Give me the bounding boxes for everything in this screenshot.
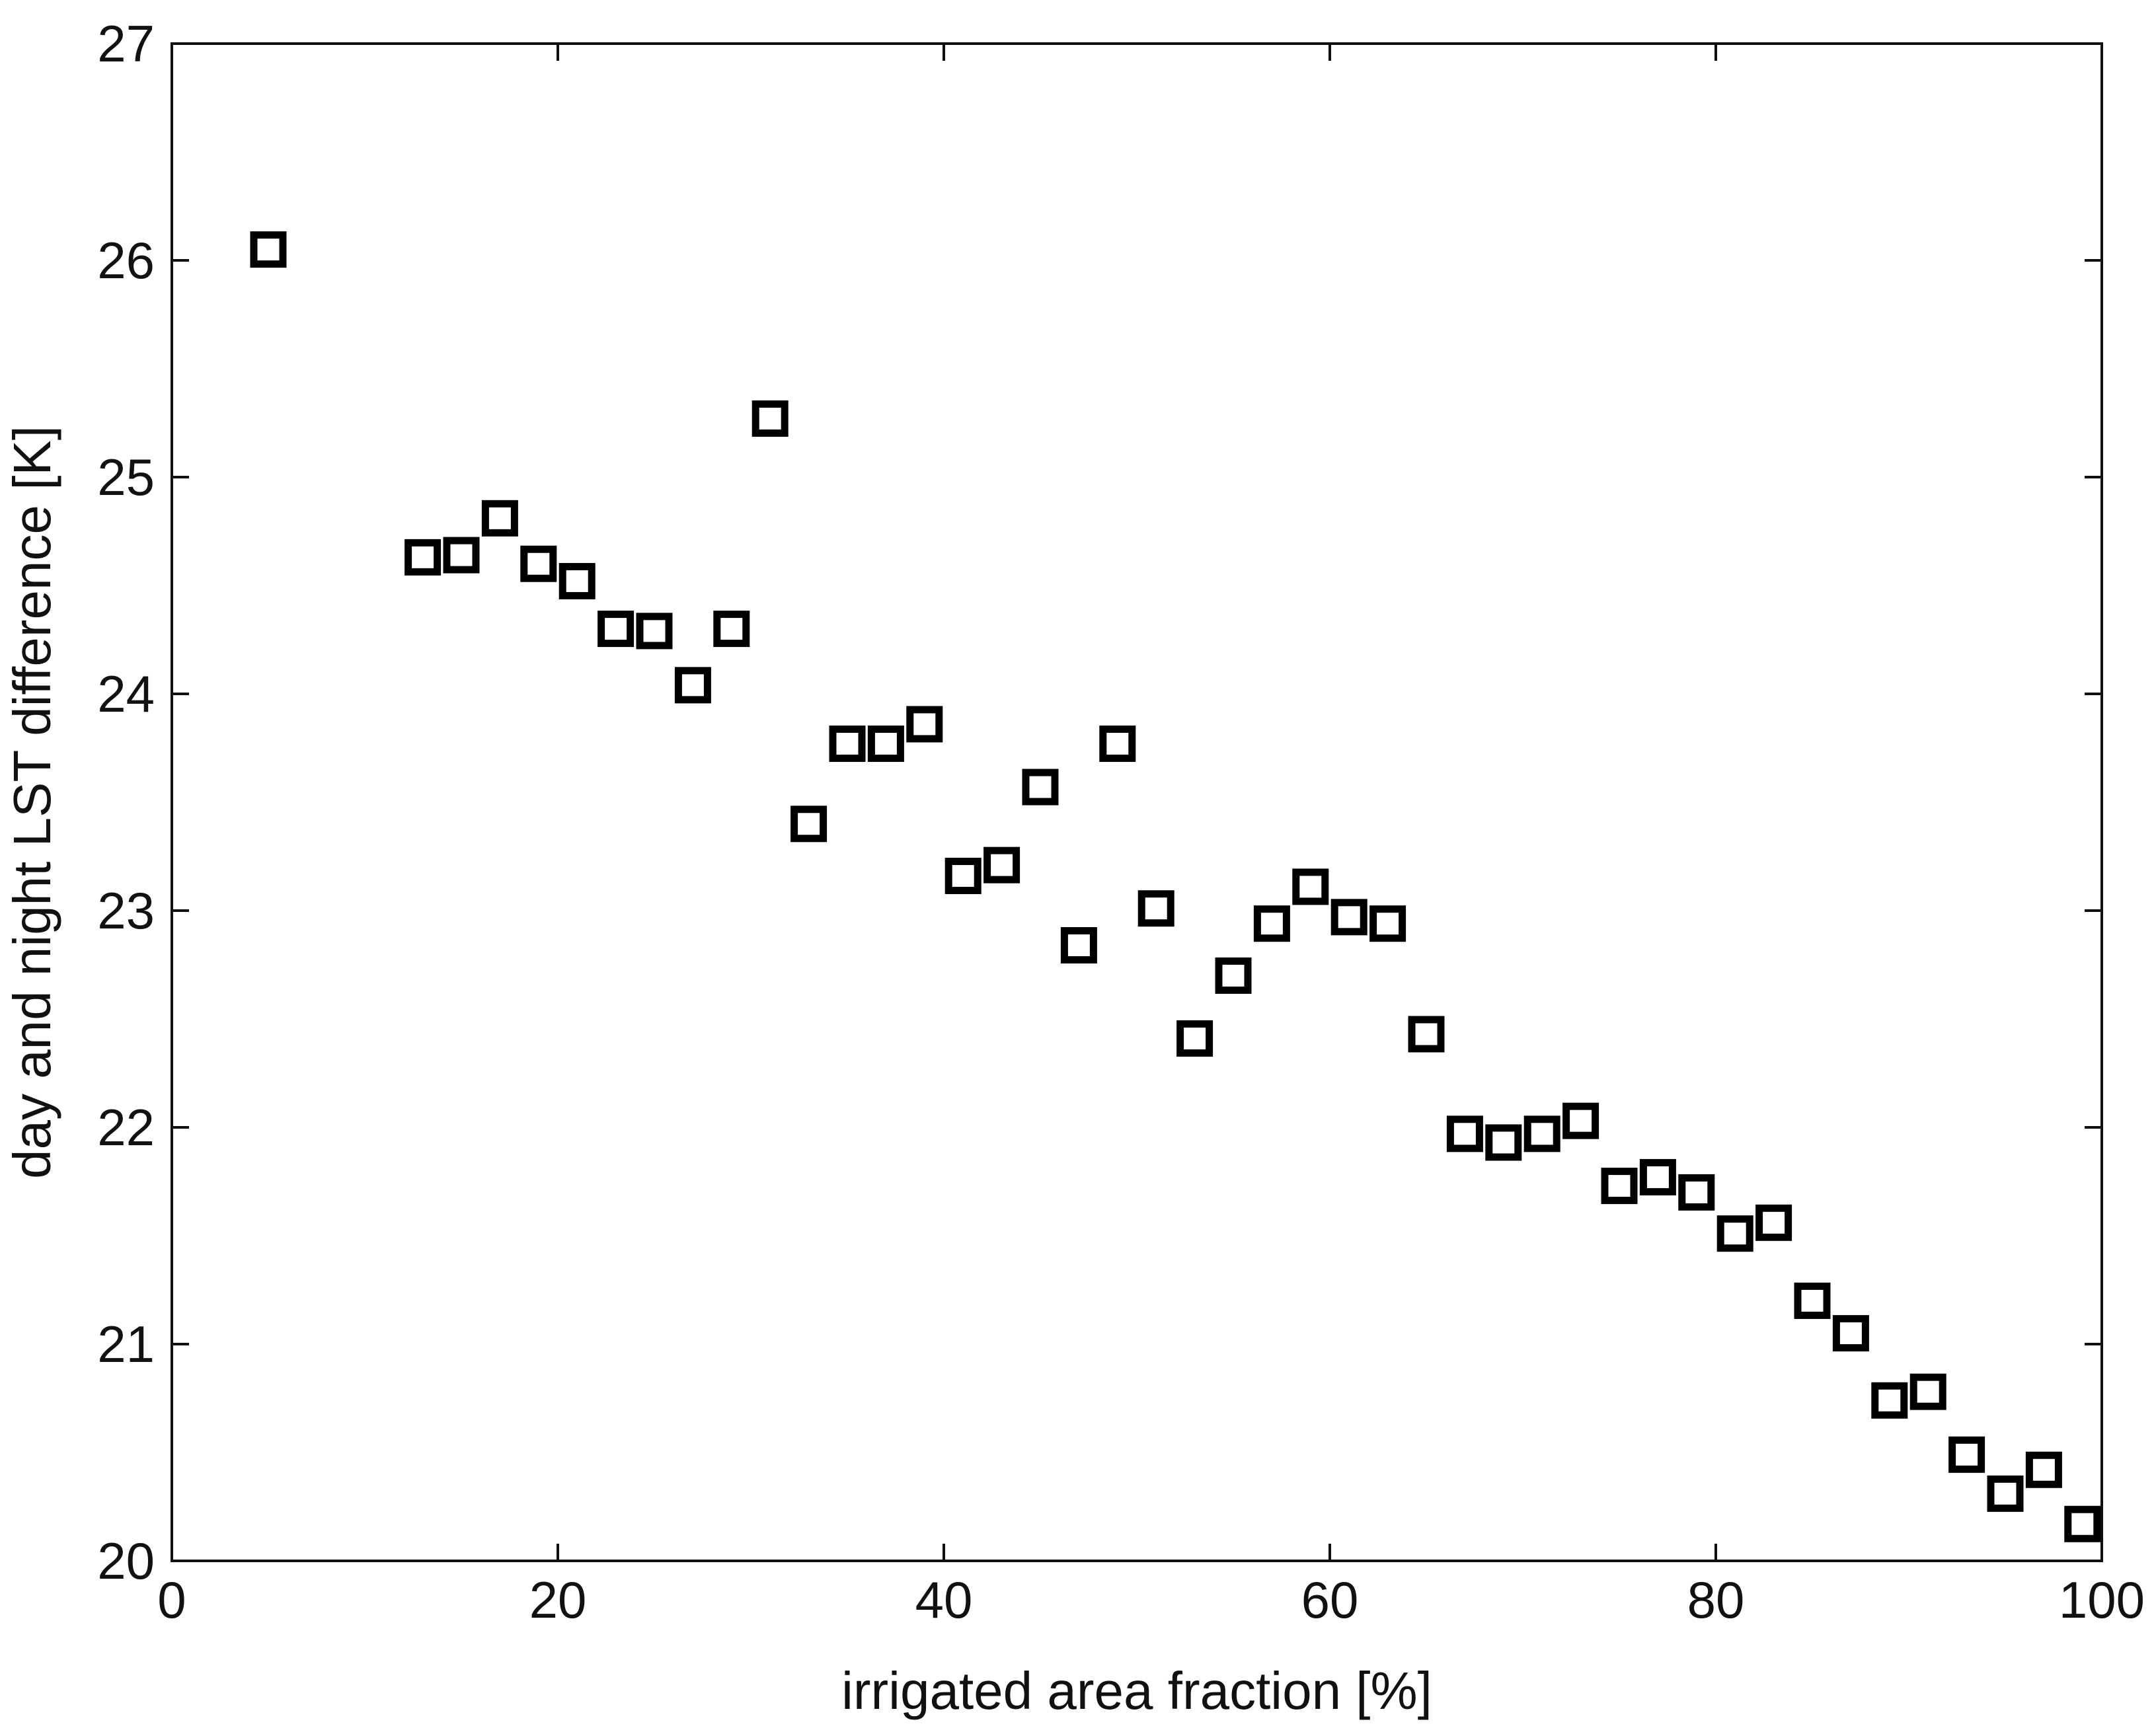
data-point bbox=[1871, 1382, 1908, 1419]
x-tick-label: 100 bbox=[2059, 1571, 2145, 1629]
data-point bbox=[1330, 899, 1367, 936]
data-point bbox=[1022, 769, 1059, 806]
data-point bbox=[558, 562, 596, 599]
data-point bbox=[1639, 1158, 1676, 1195]
data-points bbox=[250, 231, 2101, 1542]
data-point bbox=[1369, 905, 1406, 942]
data-point bbox=[1909, 1373, 1946, 1410]
x-tick-label: 40 bbox=[915, 1571, 973, 1629]
y-tick-label: 25 bbox=[97, 448, 155, 506]
data-point bbox=[2025, 1451, 2062, 1488]
data-point bbox=[983, 847, 1020, 884]
data-point bbox=[906, 706, 943, 743]
data-point bbox=[520, 545, 557, 582]
x-tick-label: 80 bbox=[1687, 1571, 1745, 1629]
data-point bbox=[1678, 1174, 1715, 1211]
data-point bbox=[1408, 1016, 1445, 1053]
data-point bbox=[1215, 957, 1252, 994]
y-tick-label: 21 bbox=[97, 1315, 155, 1373]
data-point bbox=[790, 806, 828, 843]
x-tick-label: 0 bbox=[157, 1571, 186, 1629]
y-tick-label: 23 bbox=[97, 882, 155, 940]
data-point bbox=[1755, 1204, 1792, 1241]
data-point bbox=[829, 725, 866, 762]
data-point bbox=[1601, 1168, 1638, 1205]
data-point bbox=[1446, 1115, 1483, 1152]
data-point bbox=[1562, 1102, 1599, 1139]
data-point bbox=[597, 611, 635, 648]
y-tick-label: 27 bbox=[97, 15, 155, 73]
data-point bbox=[1832, 1315, 1869, 1352]
data-point bbox=[713, 611, 750, 648]
data-point bbox=[944, 858, 982, 895]
y-tick-label: 24 bbox=[97, 665, 155, 723]
data-point bbox=[1060, 926, 1097, 963]
x-tick-label: 60 bbox=[1301, 1571, 1359, 1629]
data-point bbox=[1253, 905, 1290, 942]
x-tick-label: 20 bbox=[529, 1571, 587, 1629]
x-axis-title: irrigated area fraction [%] bbox=[841, 1661, 1432, 1720]
data-point bbox=[1794, 1282, 1831, 1319]
data-point bbox=[1716, 1215, 1753, 1252]
y-tick-label: 20 bbox=[97, 1532, 155, 1590]
data-point bbox=[1137, 890, 1174, 927]
data-point bbox=[751, 400, 789, 437]
data-point bbox=[250, 231, 287, 268]
data-point bbox=[1099, 725, 1136, 762]
data-point bbox=[1523, 1115, 1560, 1152]
y-axis-title: day and night LST difference [K] bbox=[3, 426, 61, 1179]
data-point bbox=[1987, 1475, 2024, 1512]
data-point bbox=[404, 539, 442, 576]
data-point bbox=[2064, 1505, 2101, 1542]
data-point bbox=[443, 537, 480, 574]
y-tick-label: 22 bbox=[97, 1098, 155, 1156]
data-point bbox=[1292, 868, 1329, 905]
data-point bbox=[1485, 1124, 1522, 1161]
y-tick-label: 26 bbox=[97, 231, 155, 289]
data-point bbox=[636, 613, 673, 650]
plot-frame bbox=[171, 42, 2103, 1562]
data-point bbox=[867, 725, 904, 762]
data-point bbox=[1948, 1436, 1985, 1473]
data-point bbox=[481, 500, 518, 537]
data-point bbox=[674, 667, 711, 704]
data-point bbox=[1176, 1020, 1213, 1057]
